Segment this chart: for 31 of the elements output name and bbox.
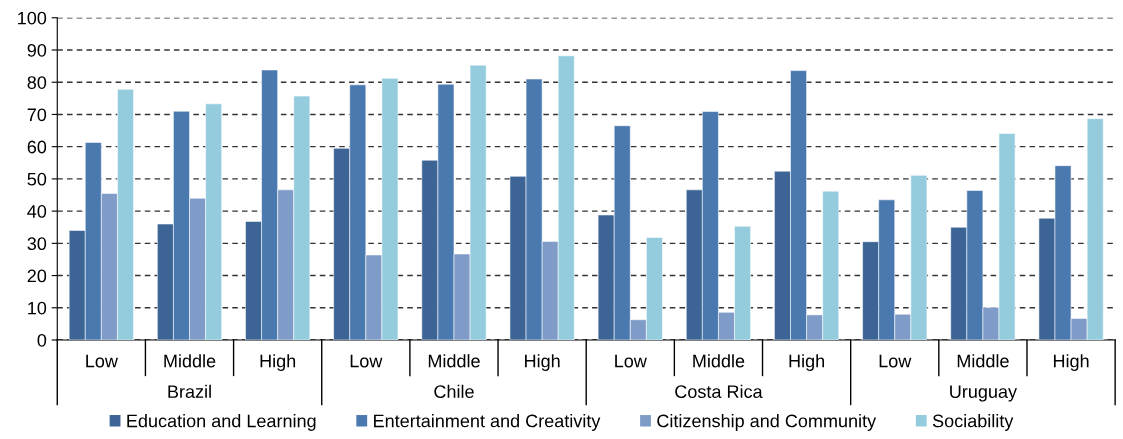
x-tick-label: Middle — [164, 354, 216, 368]
y-tick-label: 90 — [27, 43, 47, 57]
legend-label: Sociability — [932, 414, 1014, 431]
x-tick-label: High — [525, 354, 560, 371]
y-tick-label: 70 — [27, 108, 47, 122]
x-tick-label: Middle — [428, 354, 480, 368]
x-tick-label: Middle — [693, 354, 745, 368]
legend-label: Education and Learning — [127, 414, 316, 431]
x-tick-label: Middle — [957, 354, 1009, 368]
y-tick-label: 40 — [27, 205, 47, 218]
x-tick-label: Low — [879, 354, 912, 368]
x-tick-label: Low — [350, 354, 383, 368]
y-tick-label: 60 — [27, 140, 47, 154]
x-tick-label: High — [260, 354, 296, 371]
x-tick-label: Low — [86, 354, 118, 368]
y-tick-label: 20 — [27, 269, 47, 283]
y-tick-label: 50 — [27, 172, 47, 186]
y-tick-label: 80 — [27, 76, 47, 89]
legend-label: Citizenship and Community — [657, 414, 877, 431]
text: Costa Rica — [675, 384, 763, 399]
x-tick-label: High — [1053, 354, 1089, 371]
y-tick-label: 100 — [18, 11, 47, 25]
text: Brazil — [168, 384, 211, 399]
text: Uruguay — [950, 385, 1017, 402]
text: Chile — [434, 384, 474, 399]
x-tick-label: High — [789, 354, 824, 371]
y-tick-label: 10 — [28, 301, 47, 315]
y-tick-label: 30 — [27, 237, 47, 251]
legend-label: Entertainment and Creativity — [374, 414, 601, 431]
y-tick-label: 0 — [37, 333, 47, 347]
x-tick-label: Low — [615, 354, 647, 368]
